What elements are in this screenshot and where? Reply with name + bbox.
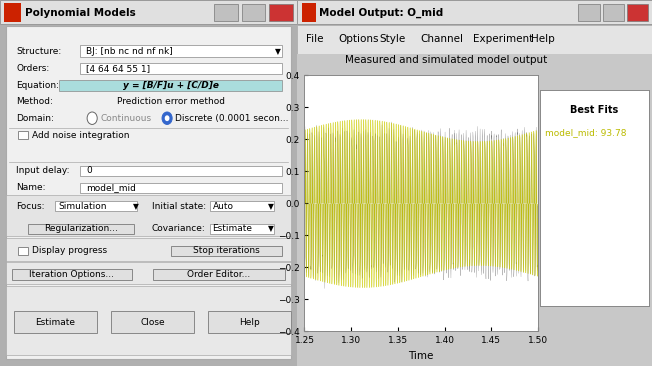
- FancyBboxPatch shape: [578, 4, 599, 21]
- Text: Input delay:: Input delay:: [16, 167, 70, 175]
- Text: Focus:: Focus:: [16, 202, 45, 210]
- FancyBboxPatch shape: [153, 269, 286, 280]
- Text: Stop iterations: Stop iterations: [193, 246, 260, 255]
- FancyBboxPatch shape: [6, 195, 291, 236]
- Text: Orders:: Orders:: [16, 64, 50, 73]
- FancyBboxPatch shape: [59, 80, 282, 91]
- Text: Iteration Options...: Iteration Options...: [29, 270, 115, 279]
- FancyBboxPatch shape: [55, 201, 137, 211]
- Text: BJ: [nb nc nd nf nk]: BJ: [nb nc nd nf nk]: [86, 47, 173, 56]
- Text: Order Editor...: Order Editor...: [188, 270, 251, 279]
- FancyBboxPatch shape: [242, 4, 265, 21]
- FancyBboxPatch shape: [80, 166, 282, 176]
- FancyBboxPatch shape: [6, 286, 291, 355]
- Text: Method:: Method:: [16, 97, 53, 106]
- Text: Polynomial Models: Polynomial Models: [25, 8, 136, 18]
- Text: Domain:: Domain:: [16, 114, 54, 123]
- Text: Covariance:: Covariance:: [152, 224, 205, 233]
- Text: Initial state:: Initial state:: [152, 202, 206, 210]
- FancyBboxPatch shape: [111, 311, 194, 333]
- Circle shape: [165, 115, 170, 121]
- Text: 0: 0: [86, 167, 92, 175]
- Text: Style: Style: [379, 34, 405, 44]
- Circle shape: [162, 112, 172, 124]
- Text: Best Fits: Best Fits: [570, 105, 619, 115]
- FancyBboxPatch shape: [209, 201, 274, 211]
- FancyBboxPatch shape: [214, 4, 238, 21]
- Text: ▼: ▼: [275, 47, 281, 56]
- Text: Help: Help: [531, 34, 554, 44]
- FancyBboxPatch shape: [602, 4, 624, 21]
- Text: model_mid: 93.78: model_mid: 93.78: [545, 128, 627, 138]
- FancyBboxPatch shape: [209, 224, 274, 234]
- FancyBboxPatch shape: [5, 3, 21, 22]
- FancyBboxPatch shape: [18, 247, 27, 255]
- FancyBboxPatch shape: [6, 262, 291, 284]
- Text: Structure:: Structure:: [16, 48, 61, 56]
- Text: Discrete (0.0001 secon...: Discrete (0.0001 secon...: [175, 114, 289, 123]
- FancyBboxPatch shape: [269, 4, 293, 21]
- Text: ▼: ▼: [267, 202, 273, 210]
- Text: Add noise integration: Add noise integration: [32, 131, 129, 139]
- FancyBboxPatch shape: [80, 63, 282, 74]
- Text: Prediction error method: Prediction error method: [117, 97, 225, 106]
- FancyBboxPatch shape: [6, 26, 291, 359]
- Text: Continuous: Continuous: [100, 114, 152, 123]
- FancyBboxPatch shape: [80, 183, 282, 193]
- Text: Estimate: Estimate: [36, 318, 76, 326]
- Text: model_mid: model_mid: [86, 183, 136, 192]
- FancyBboxPatch shape: [18, 131, 27, 139]
- Text: Equation:: Equation:: [16, 81, 59, 90]
- FancyBboxPatch shape: [302, 3, 316, 22]
- Text: File: File: [306, 34, 323, 44]
- Text: Channel: Channel: [421, 34, 464, 44]
- Text: Experiment: Experiment: [473, 34, 533, 44]
- Text: Help: Help: [239, 318, 259, 326]
- FancyBboxPatch shape: [297, 25, 652, 54]
- FancyBboxPatch shape: [0, 0, 297, 24]
- FancyBboxPatch shape: [627, 4, 649, 21]
- X-axis label: Time: Time: [409, 351, 434, 361]
- Text: Auto: Auto: [213, 202, 233, 210]
- FancyBboxPatch shape: [171, 246, 282, 256]
- FancyBboxPatch shape: [297, 0, 652, 24]
- Circle shape: [87, 112, 97, 124]
- Text: Model Output: O_mid: Model Output: O_mid: [319, 8, 443, 18]
- FancyBboxPatch shape: [28, 224, 134, 234]
- FancyBboxPatch shape: [14, 311, 97, 333]
- Text: ▼: ▼: [267, 224, 273, 233]
- Text: Close: Close: [140, 318, 165, 326]
- Text: y = [B/F]u + [C/D]e: y = [B/F]u + [C/D]e: [123, 81, 219, 90]
- Text: ▼: ▼: [133, 202, 139, 210]
- Text: Regularization...: Regularization...: [44, 224, 118, 233]
- Text: Name:: Name:: [16, 183, 46, 192]
- Text: [4 64 64 55 1]: [4 64 64 55 1]: [86, 64, 151, 73]
- Text: Estimate: Estimate: [213, 224, 252, 233]
- FancyBboxPatch shape: [297, 54, 652, 366]
- Text: Simulation: Simulation: [58, 202, 106, 210]
- Text: Measured and simulated model output: Measured and simulated model output: [345, 55, 548, 66]
- Text: Options: Options: [338, 34, 379, 44]
- Text: Display progress: Display progress: [32, 246, 107, 255]
- FancyBboxPatch shape: [6, 238, 291, 261]
- FancyBboxPatch shape: [80, 45, 282, 57]
- FancyBboxPatch shape: [208, 311, 291, 333]
- FancyBboxPatch shape: [12, 269, 132, 280]
